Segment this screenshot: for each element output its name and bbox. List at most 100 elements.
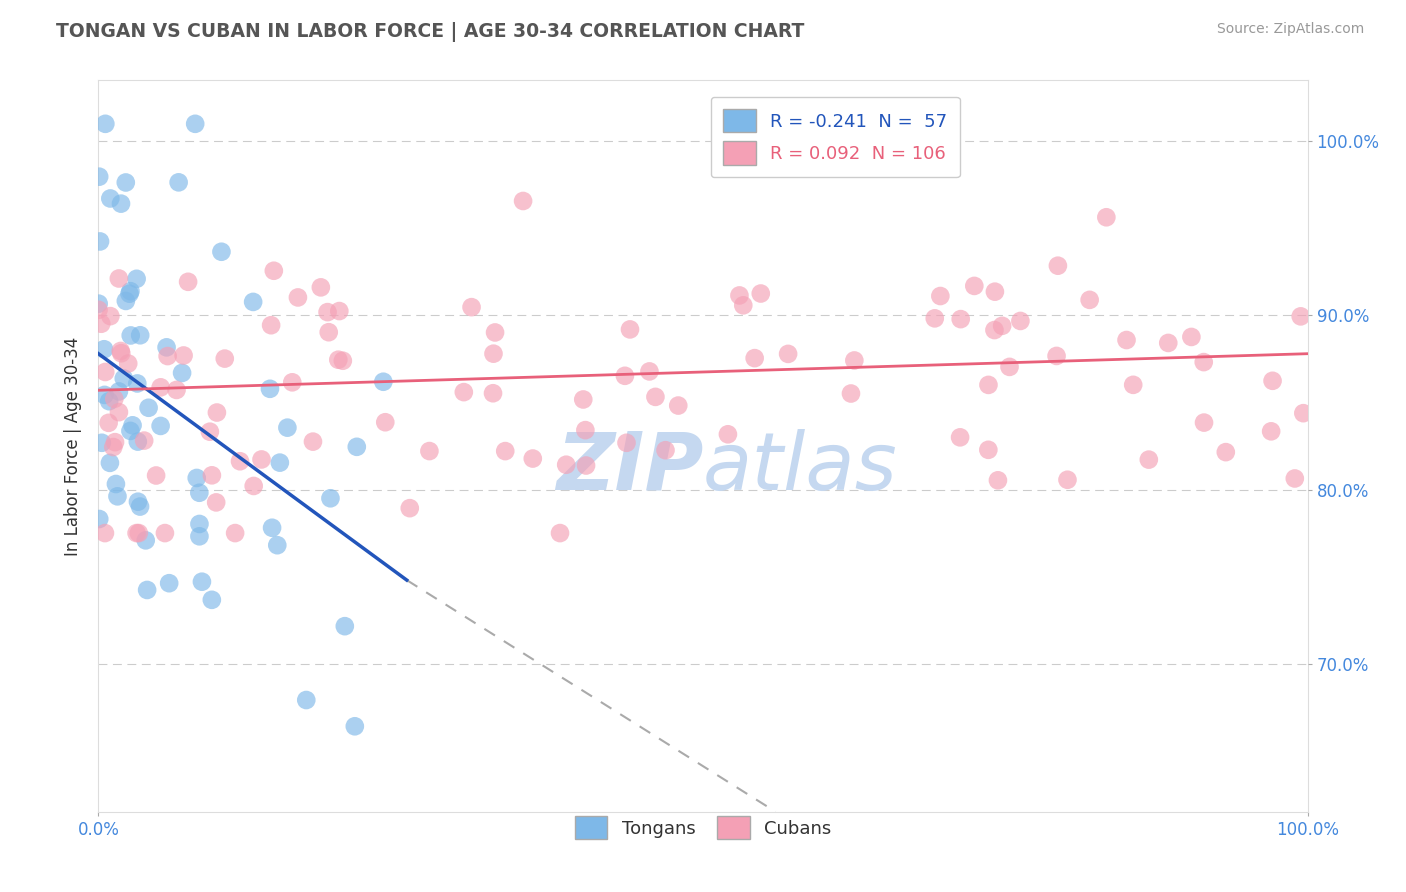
Point [127,376,149,391]
Point [929,289,952,303]
Point [453,385,475,400]
Point [172,366,194,380]
Text: TONGAN VS CUBAN IN LABOR FORCE | AGE 30-34 CORRELATION CHART: TONGAN VS CUBAN IN LABOR FORCE | AGE 30-… [56,22,804,42]
Legend: Tongans, Cubans: Tongans, Cubans [568,809,838,847]
Point [983,323,1005,337]
Point [1215,445,1237,459]
Point [1046,259,1069,273]
Point [574,423,596,437]
Point [1284,471,1306,485]
Point [177,275,200,289]
Point [103,440,125,454]
Point [229,454,252,468]
Point [93,388,115,402]
Point [548,526,571,541]
Point [90,435,112,450]
Point [188,485,211,500]
Point [224,526,246,541]
Point [1095,211,1118,225]
Point [987,473,1010,487]
Point [1260,425,1282,439]
Point [728,288,751,302]
Point [186,471,208,485]
Point [104,435,127,450]
Point [984,285,1007,299]
Point [839,386,862,401]
Point [494,444,516,458]
Point [263,264,285,278]
Point [97,416,120,430]
Point [110,346,132,360]
Point [418,444,440,458]
Point [167,175,190,189]
Point [127,494,149,508]
Point [1192,355,1215,369]
Point [214,351,236,366]
Point [844,353,866,368]
Point [717,427,740,442]
Point [287,290,309,304]
Point [949,312,972,326]
Point [98,309,121,323]
Point [998,359,1021,374]
Point [654,443,676,458]
Point [128,526,150,541]
Point [269,456,291,470]
Point [555,458,578,472]
Point [281,376,304,390]
Point [319,491,342,506]
Point [90,317,112,331]
Point [93,343,115,357]
Point [733,298,755,312]
Point [121,418,143,433]
Point [343,719,366,733]
Point [184,117,207,131]
Point [114,176,136,190]
Point [98,394,121,409]
Point [136,582,159,597]
Point [191,574,214,589]
Point [129,500,152,514]
Point [118,286,141,301]
Point [205,495,228,509]
Point [482,386,505,401]
Point [120,328,142,343]
Point [98,192,121,206]
Y-axis label: In Labor Force | Age 30-34: In Labor Force | Age 30-34 [65,336,83,556]
Point [512,194,534,208]
Point [127,434,149,449]
Point [117,357,139,371]
Point [1056,473,1078,487]
Point [276,420,298,434]
Point [616,435,638,450]
Point [89,235,111,249]
Point [949,430,972,444]
Point [134,434,156,448]
Point [89,512,111,526]
Point [1137,452,1160,467]
Point [110,196,132,211]
Point [209,244,232,259]
Point [188,516,211,531]
Point [302,434,325,449]
Point [619,322,641,336]
Text: ZIP: ZIP [555,429,703,507]
Point [145,468,167,483]
Point [572,392,595,407]
Point [87,302,110,317]
Point [149,418,172,433]
Point [328,304,350,318]
Point [575,458,598,473]
Point [1192,416,1215,430]
Point [110,343,132,358]
Point [295,693,318,707]
Point [1078,293,1101,307]
Point [613,368,636,383]
Point [94,526,117,541]
Point [266,538,288,552]
Point [129,328,152,343]
Point [156,349,179,363]
Point [398,501,420,516]
Point [977,377,1000,392]
Point [138,401,160,415]
